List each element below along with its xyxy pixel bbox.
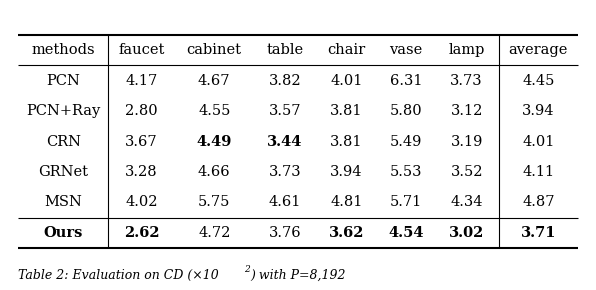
Text: 3.57: 3.57 — [269, 104, 301, 118]
Text: 5.71: 5.71 — [390, 195, 422, 209]
Text: 4.61: 4.61 — [269, 195, 301, 209]
Text: 5.53: 5.53 — [390, 165, 423, 179]
Text: 3.12: 3.12 — [451, 104, 483, 118]
Text: 3.73: 3.73 — [268, 165, 301, 179]
Text: vase: vase — [389, 43, 423, 57]
Text: 5.49: 5.49 — [390, 135, 422, 148]
Text: 3.44: 3.44 — [267, 135, 302, 148]
Text: 3.94: 3.94 — [522, 104, 554, 118]
Text: 4.11: 4.11 — [522, 165, 554, 179]
Text: 4.72: 4.72 — [198, 226, 231, 240]
Text: 3.82: 3.82 — [268, 74, 301, 88]
Text: 3.62: 3.62 — [329, 226, 364, 240]
Text: 4.67: 4.67 — [198, 74, 231, 88]
Text: MSN: MSN — [44, 195, 82, 209]
Text: 3.28: 3.28 — [125, 165, 158, 179]
Text: 3.19: 3.19 — [451, 135, 483, 148]
Text: 3.52: 3.52 — [451, 165, 483, 179]
Text: 3.67: 3.67 — [125, 135, 158, 148]
Text: cabinet: cabinet — [187, 43, 242, 57]
Text: 4.49: 4.49 — [197, 135, 232, 148]
Text: 4.54: 4.54 — [388, 226, 424, 240]
Text: methods: methods — [32, 43, 95, 57]
Text: Ours: Ours — [44, 226, 83, 240]
Text: ) with P=8,192: ) with P=8,192 — [250, 269, 346, 282]
Text: 3.02: 3.02 — [449, 226, 485, 240]
Text: 3.81: 3.81 — [330, 135, 363, 148]
Text: 4.55: 4.55 — [198, 104, 231, 118]
Text: GRNet: GRNet — [38, 165, 88, 179]
Text: PCN+Ray: PCN+Ray — [26, 104, 100, 118]
Text: 3.94: 3.94 — [330, 165, 363, 179]
Text: Table 2: Evaluation on CD (×10: Table 2: Evaluation on CD (×10 — [18, 269, 219, 282]
Text: 4.45: 4.45 — [522, 74, 554, 88]
Text: 3.71: 3.71 — [520, 226, 556, 240]
Text: 4.01: 4.01 — [330, 74, 363, 88]
Text: chair: chair — [327, 43, 365, 57]
Text: 4.17: 4.17 — [125, 74, 157, 88]
Text: table: table — [266, 43, 303, 57]
Text: 4.66: 4.66 — [198, 165, 231, 179]
Text: CRN: CRN — [46, 135, 80, 148]
Text: 4.81: 4.81 — [330, 195, 363, 209]
Text: PCN: PCN — [46, 74, 80, 88]
Text: 5.80: 5.80 — [390, 104, 423, 118]
Text: 3.76: 3.76 — [268, 226, 301, 240]
Text: 4.02: 4.02 — [125, 195, 158, 209]
Text: 5.75: 5.75 — [198, 195, 231, 209]
Text: 2.80: 2.80 — [125, 104, 158, 118]
Text: lamp: lamp — [448, 43, 485, 57]
Text: 3.81: 3.81 — [330, 104, 363, 118]
Text: faucet: faucet — [118, 43, 164, 57]
Text: 6.31: 6.31 — [390, 74, 423, 88]
Text: 4.87: 4.87 — [522, 195, 554, 209]
Text: 4.34: 4.34 — [451, 195, 483, 209]
Text: average: average — [508, 43, 568, 57]
Text: 4.01: 4.01 — [522, 135, 554, 148]
Text: 2.62: 2.62 — [123, 226, 159, 240]
Text: 2: 2 — [244, 266, 250, 275]
Text: 3.73: 3.73 — [451, 74, 483, 88]
